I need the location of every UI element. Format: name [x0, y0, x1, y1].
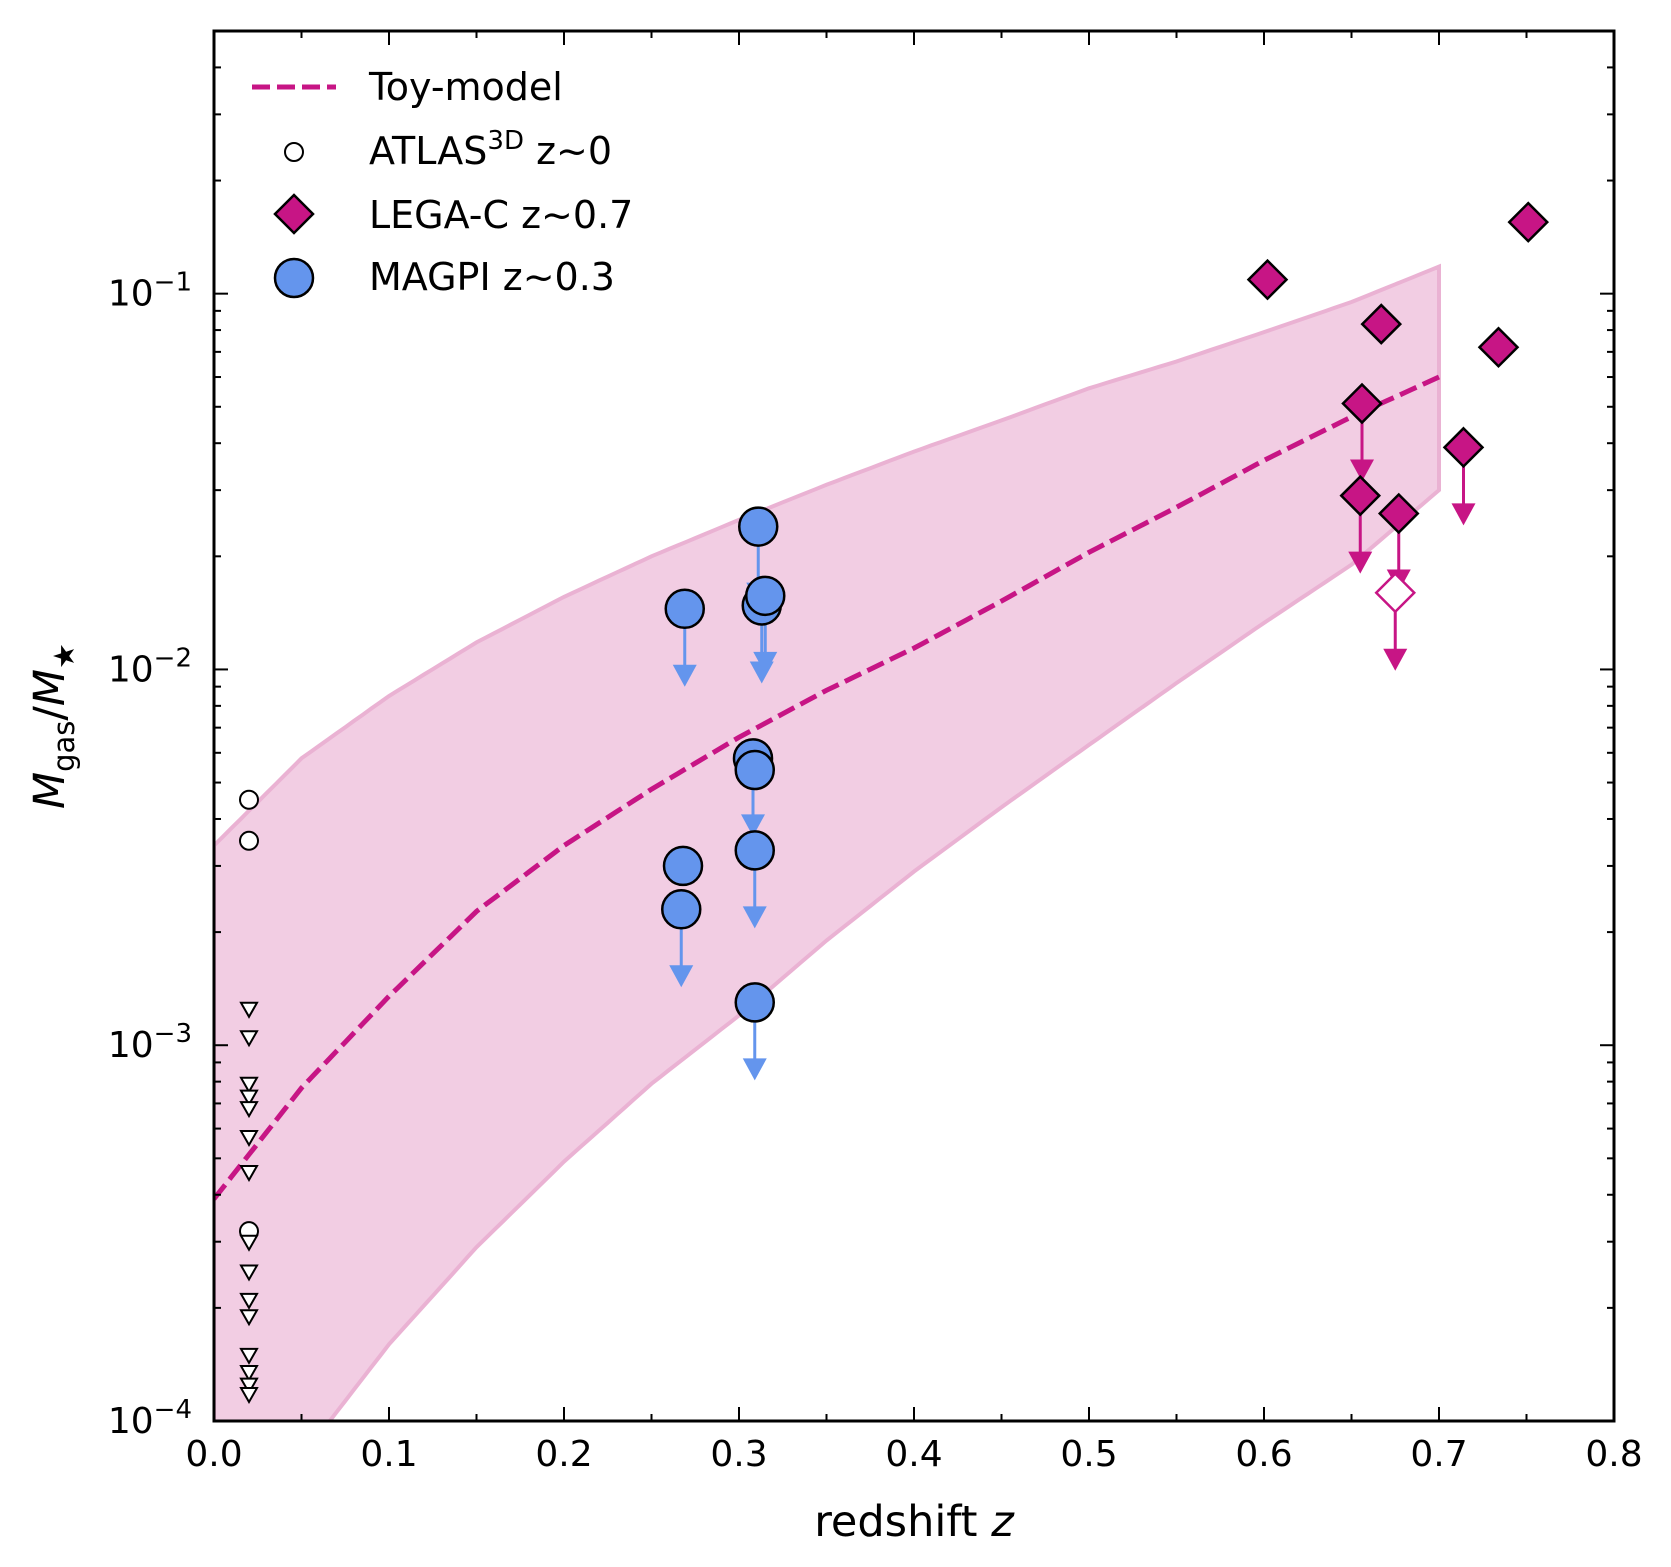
lega-c-open-point [1374, 571, 1417, 614]
atlas-upper-limit [239, 1264, 259, 1282]
legend-atlas-swatch [284, 142, 304, 162]
lega-c-point [1341, 382, 1383, 425]
atlas-upper-limit [239, 1164, 259, 1182]
x-tick-label: 0.3 [710, 1434, 767, 1475]
lega-c-limit-arrow-head [1383, 648, 1408, 671]
lega-c-limit-arrow [1451, 465, 1476, 526]
legend-magpi-swatch [273, 257, 315, 299]
atlas-detection [239, 789, 259, 810]
lega-c-limit-arrow [1348, 513, 1373, 574]
legend-atlas-label: ATLAS3D z~0 [369, 126, 612, 173]
x-axis-label-text: redshift [814, 1497, 977, 1547]
lega-c-point [1360, 303, 1403, 345]
y-tick-label: 10−1 [108, 268, 192, 315]
atlas-upper-limit [239, 1347, 259, 1365]
atlas-upper-limit [239, 1234, 259, 1252]
x-tick-label: 0.8 [1585, 1434, 1642, 1475]
magpi-limit-arrow [672, 626, 697, 687]
atlas-upper-limit [239, 1089, 259, 1107]
y-axis-label: Mgas/M★ [25, 643, 81, 809]
y-tick-label: 10−3 [108, 1019, 192, 1066]
x-tick-label: 0.5 [1060, 1434, 1117, 1475]
lega-c-point [1377, 492, 1420, 535]
lega-c-point [1507, 201, 1550, 243]
atlas-upper-limit [239, 1386, 259, 1405]
legend-toy-model-label: Toy-model [368, 65, 563, 109]
magpi-point [734, 830, 775, 871]
atlas-upper-limit [239, 1309, 259, 1327]
magpi-point [734, 982, 775, 1023]
magpi-limit-arrow-head [742, 906, 767, 929]
magpi-limit-arrow-head [753, 651, 778, 674]
atlas-detection [239, 830, 259, 851]
magpi-point [745, 575, 786, 617]
atlas-upper-limit [239, 1377, 259, 1395]
magpi-point [734, 749, 775, 791]
x-axis-label-var: z [990, 1497, 1015, 1547]
atlas-upper-limit [239, 1001, 259, 1019]
lega-c-point [1442, 426, 1485, 469]
magpi-limit-arrow-head [669, 965, 694, 988]
magpi-limit-arrow [742, 1020, 767, 1081]
lega-c-point [1339, 474, 1382, 517]
legend-lega-c-swatch [273, 193, 315, 235]
x-tick-label: 0.1 [360, 1434, 417, 1475]
lega-c-limit-arrow [1383, 610, 1408, 671]
atlas-upper-limit [239, 1292, 259, 1310]
x-tick-label: 0.4 [885, 1434, 942, 1475]
legend: Toy-model ATLAS3D z~0 LEGA-C z~0.7 MAGPI… [252, 65, 633, 299]
atlas-upper-limit [239, 1030, 259, 1048]
magpi-limit-arrow-head [742, 1058, 767, 1081]
lega-c-limit-arrow-head [1348, 551, 1373, 574]
legend-magpi-label: MAGPI z~0.3 [369, 255, 615, 299]
magpi-limit-arrow-head [672, 664, 697, 687]
atlas-upper-limit [239, 1129, 259, 1147]
legend-lega-c-label: LEGA-C z~0.7 [369, 193, 633, 237]
lega-c-limit-arrow [1350, 421, 1374, 482]
magpi-point [662, 845, 704, 887]
magpi-limit-arrow [669, 927, 694, 988]
magpi-limit-arrow-head [741, 814, 765, 837]
atlas-upper-limit [239, 1076, 259, 1094]
magpi-limit-arrow [742, 868, 767, 929]
atlas-upper-limit [239, 1101, 259, 1119]
x-tick-label: 0.2 [535, 1434, 592, 1475]
lega-c-limit-arrow-head [1350, 459, 1374, 482]
magpi-point [664, 588, 705, 630]
x-tick-label: 0.6 [1235, 1434, 1292, 1475]
y-tick-label: 10−2 [108, 643, 192, 690]
magpi-point [661, 889, 702, 930]
x-tick-label: 0.7 [1410, 1434, 1467, 1475]
lega-c-point [1246, 258, 1289, 301]
x-tick-label: 0.0 [185, 1434, 242, 1475]
x-axis-label: redshift z [814, 1497, 1015, 1547]
lega-c-limit-arrow-head [1451, 503, 1476, 526]
toy-model-line [214, 374, 1441, 1201]
toy-model-band [214, 263, 1441, 1421]
magpi-point [738, 506, 779, 547]
y-tick-label: 10−4 [108, 1395, 192, 1442]
atlas-upper-limit [239, 1365, 259, 1383]
lega-c-point [1477, 326, 1520, 369]
